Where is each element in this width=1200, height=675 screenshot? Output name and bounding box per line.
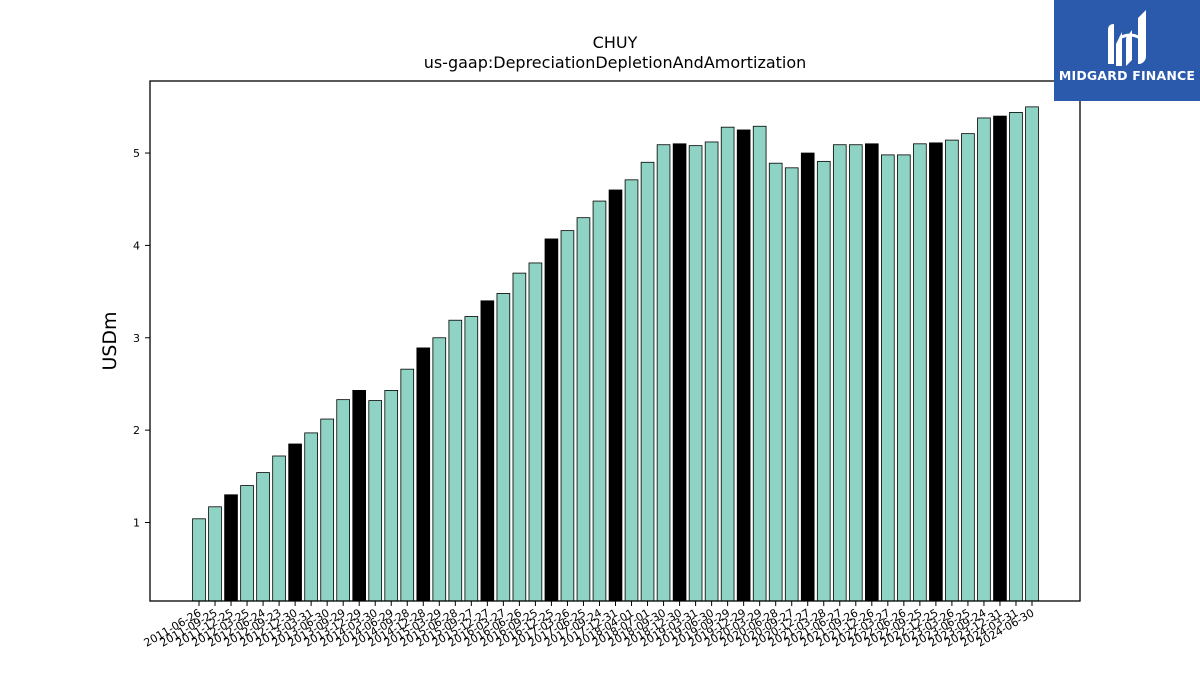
bar-2011-12-25 — [224, 494, 238, 602]
bar-2018-07-01 — [640, 161, 655, 602]
bar-2017-09-24 — [592, 200, 607, 602]
brand-logo-icon — [1108, 10, 1146, 66]
bar-2022-12-25 — [929, 142, 943, 602]
bar-2015-12-27 — [480, 300, 495, 602]
bar-2016-06-26 — [512, 272, 527, 602]
bar-2018-09-30 — [656, 144, 671, 602]
chart-title: CHUY — [593, 33, 638, 52]
bar-2020-06-28 — [768, 162, 783, 602]
bar-2014-12-28 — [416, 347, 431, 602]
bar-2011-09-25 — [208, 506, 222, 602]
bar-2013-03-31 — [304, 432, 318, 602]
bar-2023-03-26 — [945, 139, 959, 602]
bar-2022-06-26 — [897, 154, 911, 602]
plot-frame — [149, 80, 1081, 602]
bar-2019-06-30 — [704, 141, 719, 602]
bar-2022-03-27 — [881, 154, 895, 602]
y-tick-label: 2 — [133, 424, 140, 437]
bar-2020-12-27 — [800, 152, 815, 602]
bar-2015-06-28 — [448, 319, 463, 602]
bar-2011-06-26 — [192, 518, 206, 602]
bar-2016-12-25 — [544, 238, 559, 602]
bar-2019-12-29 — [736, 129, 751, 602]
brand-name: MIDGARD FINANCE — [1058, 68, 1196, 83]
bar-2017-06-25 — [576, 217, 591, 602]
bar-2023-06-25 — [961, 133, 975, 602]
bar-2021-06-27 — [832, 144, 847, 602]
bar-2020-03-29 — [752, 125, 767, 602]
bar-2019-09-29 — [720, 126, 735, 602]
bar-2020-09-27 — [784, 167, 799, 602]
bar-2014-09-28 — [400, 368, 415, 602]
bar-2017-12-31 — [608, 189, 623, 602]
chart-subtitle: us-gaap:DepreciationDepletionAndAmortiza… — [424, 53, 807, 72]
bar-2021-03-28 — [816, 160, 831, 602]
y-tick-label: 3 — [133, 332, 140, 345]
bar-2014-03-30 — [368, 400, 383, 602]
bar-2021-09-26 — [848, 144, 863, 602]
bar-2013-12-29 — [352, 390, 366, 602]
y-tick-label: 5 — [133, 147, 140, 160]
y-tick-label: 1 — [133, 516, 140, 529]
bar-2021-12-26 — [865, 143, 879, 602]
bar-2012-12-30 — [288, 443, 302, 602]
bar-2018-04-01 — [624, 179, 639, 602]
bar-2013-09-29 — [336, 399, 350, 602]
y-tick-label: 4 — [133, 239, 140, 252]
bar-2022-09-25 — [913, 143, 927, 602]
bars-group — [192, 106, 1039, 602]
bar-2016-03-27 — [496, 293, 511, 602]
y-axis-label: USDm — [99, 311, 121, 370]
bar-2012-06-24 — [256, 472, 270, 602]
bar-2012-09-23 — [272, 455, 286, 602]
bar-2013-06-30 — [320, 418, 334, 602]
brand-logo: MIDGARD FINANCE — [1054, 0, 1200, 101]
bar-2024-06-30 — [1025, 106, 1039, 602]
bar-2016-09-25 — [528, 262, 543, 602]
x-axis-ticks: 2011-06-262011-09-252011-12-252012-03-25… — [142, 601, 1037, 650]
bar-2018-12-30 — [672, 143, 687, 602]
bar-2015-09-27 — [464, 316, 479, 602]
bar-2019-03-31 — [688, 145, 703, 602]
bar-2023-09-24 — [977, 117, 991, 602]
bar-2024-03-31 — [1009, 112, 1023, 602]
bar-2017-03-26 — [560, 230, 575, 602]
bar-2014-06-29 — [384, 390, 399, 602]
bar-2023-12-31 — [993, 115, 1007, 602]
bar-2012-03-25 — [240, 485, 254, 602]
bar-2015-03-29 — [432, 337, 447, 602]
y-axis-ticks: 1 2 3 4 5 — [133, 147, 150, 529]
